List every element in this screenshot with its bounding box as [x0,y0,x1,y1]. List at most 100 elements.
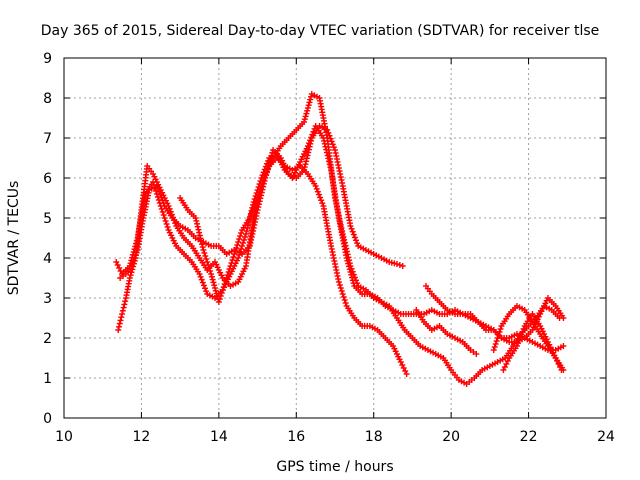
data-point-interp [116,320,123,327]
data-point-interp [228,260,235,266]
data-point-interp [207,268,214,274]
x-tick-label: 12 [133,429,151,445]
data-point-interp [330,144,337,151]
data-point-interp [164,224,171,230]
data-point [335,279,342,285]
data-point-interp [261,174,268,180]
data-point-interp [345,254,352,261]
data-point-interp [343,248,350,255]
data-point [339,231,346,237]
data-point-interp [319,200,326,207]
data-point-interp [304,105,311,111]
data-point [403,371,410,377]
data-point-interp [515,340,522,347]
data-point-interp [307,93,314,100]
series-track-h [490,303,565,373]
data-point-interp [199,279,206,286]
data-point-interp [201,250,208,256]
data-point-interp [343,245,350,252]
data-point-interp [340,294,347,300]
data-point-interp [193,217,200,224]
data-point-interp [305,146,312,153]
data-point-interp [239,243,246,249]
data-point-interp [119,307,126,314]
data-point-interp [251,203,258,210]
data-point-interp [306,143,313,150]
data-point-interp [396,262,403,268]
data-point-interp [494,335,501,341]
data-point-interp [234,242,241,248]
data-point [115,327,122,333]
data-point-interp [303,110,310,117]
data-point [473,351,480,357]
data-point-interp [318,197,325,204]
data-point-interp [172,220,179,227]
data-point-interp [491,344,498,350]
data-point-interp [163,221,170,227]
data-point-interp [195,226,202,233]
data-point-interp [206,265,213,271]
y-tick-label: 6 [43,171,52,187]
data-point-interp [259,180,266,186]
data-point-interp [492,341,499,347]
data-point-interp [197,235,204,242]
data-point-interp [304,107,311,114]
data-point-interp [307,140,314,147]
data-point-interp [198,238,205,245]
data-point-interp [213,290,220,297]
data-point-interp [208,273,215,280]
data-point-interp [196,232,203,239]
data-point-interp [317,194,324,201]
data-point-interp [341,236,348,243]
data-point-interp [497,326,504,332]
data-point-interp [157,191,164,198]
data-point-interp [122,298,129,305]
data-point [558,367,565,373]
data-point-interp [158,194,165,201]
data-point-interp [247,212,254,219]
data-point-interp [354,240,361,247]
data-point-interp [117,317,124,324]
y-tick-label: 4 [43,251,52,267]
data-point-interp [210,279,217,286]
data-point-interp [348,225,355,232]
data-point [235,255,242,261]
grid-lines [64,58,606,418]
data-point-interp [351,274,358,281]
data-point [301,119,308,125]
data-point-interp [235,239,242,245]
data-point-interp [220,284,227,290]
data-point-interp [211,285,218,291]
data-point-interp [240,240,247,246]
data-point-interp [221,281,228,287]
data-point-interp [238,246,245,252]
data-point-interp [307,96,314,103]
x-tick-label: 10 [55,429,73,445]
y-tick-label: 7 [43,131,52,147]
data-point-interp [159,197,166,204]
data-point-interp [229,257,236,263]
data-marks [113,91,567,387]
data-point-interp [315,191,322,198]
data-point-interp [199,244,206,251]
y-tick-label: 1 [43,371,52,387]
data-point [347,223,354,229]
data-point-interp [236,236,243,242]
data-point-interp [230,254,237,260]
data-point-interp [218,290,225,296]
data-point-interp [308,137,315,144]
data-point [231,251,238,257]
data-point-interp [118,314,125,321]
data-point [347,263,354,269]
data-point [200,247,207,253]
chart-title: Day 365 of 2015, Sidereal Day-to-day VTE… [41,23,600,39]
data-point-interp [253,197,260,204]
data-point-interp [304,152,311,159]
data-point-interp [517,334,524,341]
data-point-interp [226,266,233,272]
data-point-interp [493,338,500,344]
data-point-interp [350,231,357,238]
data-point-interp [197,273,204,280]
